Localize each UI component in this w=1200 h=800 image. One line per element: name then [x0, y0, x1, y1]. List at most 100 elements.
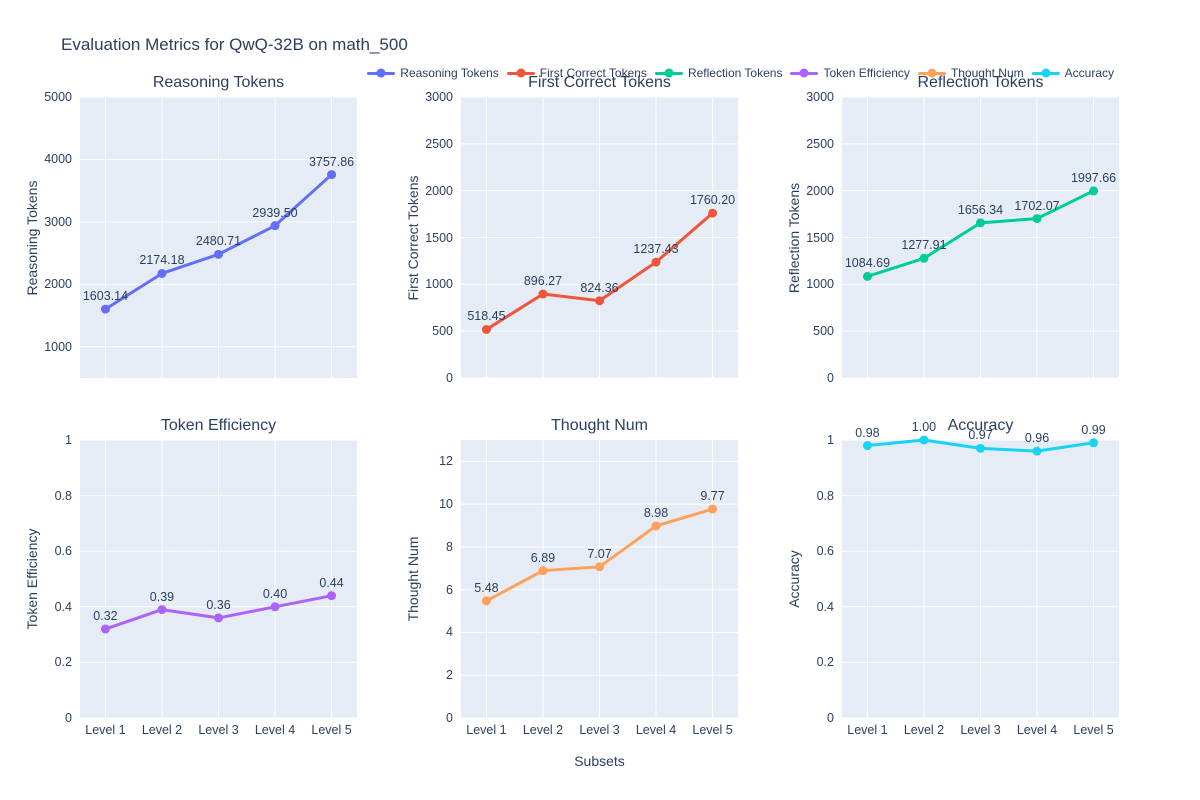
- data-point-label: 0.97: [968, 428, 993, 443]
- data-point-label: 8.98: [643, 505, 669, 520]
- data-point: [919, 435, 929, 445]
- subplot-title: First Correct Tokens: [528, 74, 671, 91]
- y-tick-label: 5000: [44, 90, 72, 104]
- data-point: [1089, 438, 1099, 448]
- y-tick-label: 3000: [425, 90, 453, 104]
- y-tick-label: 4: [446, 625, 453, 640]
- plot-area-accuracy[interactable]: [842, 435, 1119, 719]
- legend-dot-marker-icon: [1041, 68, 1051, 78]
- data-point-label: 0.39: [149, 589, 175, 604]
- data-point-label: 1702.07: [1014, 198, 1060, 213]
- data-point-label: 1603.14: [82, 289, 129, 304]
- legend-line-marker-icon: [1031, 68, 1060, 78]
- subplot-reasoning-tokens: Reasoning Tokens Reasoning Tokens 1000 2000…: [24, 74, 357, 378]
- x-tick-label: Level 1: [466, 723, 507, 737]
- data-point-label: 1997.66: [1070, 170, 1117, 185]
- data-point-label: 0.32: [93, 609, 118, 624]
- data-point: [651, 257, 661, 267]
- data-point-label: 0.99: [1081, 422, 1106, 437]
- data-point: [1032, 214, 1042, 224]
- legend-item-first-correct-tokens[interactable]: First Correct Tokens: [506, 66, 647, 80]
- data-point: [862, 441, 872, 451]
- y-tick-label: 0.6: [816, 544, 834, 559]
- legend-item-label: Reflection Tokens: [687, 66, 783, 80]
- y-tick-label: 2500: [806, 136, 834, 151]
- y-tick-label: 0.6: [54, 544, 72, 559]
- legend-item-reasoning-tokens[interactable]: Reasoning Tokens: [367, 66, 499, 80]
- plot-area-reasoning-tokens[interactable]: [80, 96, 357, 378]
- plot-area-token-efficiency[interactable]: [80, 439, 357, 719]
- data-point: [862, 271, 872, 281]
- y-tick-label: 2000: [44, 277, 72, 292]
- y-tick-label: 1000: [806, 277, 834, 292]
- x-tick-label: Level 4: [635, 723, 677, 737]
- y-tick-label: 1000: [425, 277, 453, 292]
- y-tick-label: 0.4: [816, 599, 834, 614]
- data-point: [595, 562, 604, 572]
- chart-svg: [80, 96, 357, 378]
- legend-item-accuracy[interactable]: Accuracy: [1031, 66, 1114, 80]
- data-point: [481, 596, 491, 606]
- data-point: [595, 296, 604, 306]
- legend: Reasoning Tokens First Correct Tokens Refl…: [367, 66, 1114, 80]
- plot-area-first-correct-tokens[interactable]: [461, 96, 738, 379]
- y-tick-label: 1: [65, 433, 72, 447]
- x-tick-label: Level 1: [847, 723, 888, 737]
- legend-dot-marker-icon: [927, 68, 937, 78]
- plot-area-reflection-tokens[interactable]: [842, 96, 1119, 379]
- data-point: [538, 566, 548, 576]
- y-tick-label: 1500: [806, 230, 834, 245]
- data-point-label: 1656.34: [957, 202, 1004, 217]
- subplot-title: Thought Num: [551, 417, 648, 434]
- data-point: [976, 218, 985, 228]
- legend-line-marker-icon: [654, 68, 683, 78]
- y-tick-label: 2000: [425, 183, 453, 198]
- subplot-reflection-tokens: Reflection Tokens Reflection Tokens 0 500 10…: [786, 74, 1119, 385]
- legend-item-label: Accuracy: [1064, 66, 1114, 80]
- y-tick-label: 4000: [44, 152, 72, 167]
- data-point-label: 1084.69: [844, 256, 891, 271]
- chart-svg: [842, 96, 1119, 379]
- legend-line-marker-icon: [790, 68, 819, 78]
- legend-line-marker-icon: [506, 68, 535, 78]
- x-tick-label: Level 5: [311, 723, 352, 737]
- data-point-label: 1760.20: [689, 193, 736, 208]
- data-point: [538, 289, 548, 299]
- data-point-label: 0.44: [319, 575, 344, 590]
- y-tick-label: 3000: [44, 214, 72, 229]
- x-axis-title: Subsets: [574, 753, 625, 769]
- data-point: [157, 268, 167, 278]
- data-point: [481, 324, 491, 334]
- data-point: [327, 170, 337, 180]
- y-tick-label: 12: [439, 454, 453, 469]
- data-point-label: 518.45: [467, 309, 506, 324]
- y-tick-label: 0.2: [816, 655, 834, 670]
- legend-item-thought-num[interactable]: Thought Num: [917, 66, 1024, 80]
- plot-area-thought-num[interactable]: [461, 440, 738, 719]
- subplot-first-correct-tokens: First Correct Tokens First Correct Tokens…: [405, 74, 738, 385]
- y-tick-label: 0: [65, 711, 72, 725]
- y-tick-label: 2: [446, 668, 453, 683]
- legend-item-reflection-tokens[interactable]: Reflection Tokens: [654, 66, 783, 80]
- x-tick-label: Level 1: [85, 723, 126, 737]
- x-tick-label: Level 4: [1016, 723, 1058, 737]
- data-point-label: 5.48: [474, 580, 499, 595]
- x-tick-label: Level 4: [254, 723, 296, 737]
- y-tick-label: 0.8: [54, 488, 72, 503]
- x-tick-label: Level 3: [198, 723, 239, 737]
- y-tick-label: 1500: [425, 230, 453, 245]
- data-point: [270, 221, 280, 231]
- legend-item-token-efficiency[interactable]: Token Efficiency: [790, 66, 910, 80]
- y-tick-label: 0: [827, 371, 834, 385]
- data-point: [214, 613, 223, 623]
- data-point-label: 824.36: [580, 280, 619, 295]
- x-tick-label: Level 3: [960, 723, 1001, 737]
- legend-item-label: Thought Num: [950, 66, 1024, 80]
- y-tick-label: 6: [446, 582, 453, 597]
- x-tick-label: Level 5: [1073, 723, 1114, 737]
- y-tick-label: 2000: [806, 183, 834, 198]
- chart-svg: [461, 440, 738, 719]
- x-tick-label: Level 5: [692, 723, 733, 737]
- y-tick-label: 0: [446, 711, 453, 725]
